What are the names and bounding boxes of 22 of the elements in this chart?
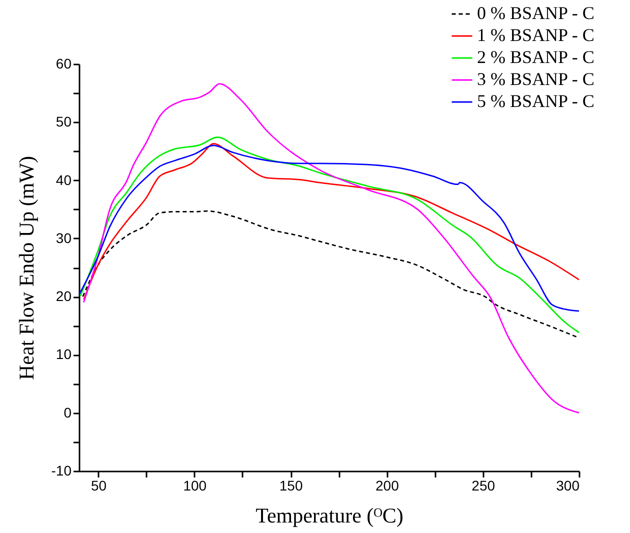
x-tick-label: 200 <box>376 478 400 494</box>
legend-label: 1 % BSANP - C <box>477 25 594 45</box>
x-axis-title: Temperature (ᴼC) <box>256 504 404 528</box>
x-tick-label: 250 <box>472 478 496 494</box>
y-tick-label: 50 <box>56 114 72 130</box>
x-tick-label: 100 <box>183 478 207 494</box>
legend-label: 0 % BSANP - C <box>477 3 594 23</box>
legend-label: 2 % BSANP - C <box>477 47 594 67</box>
x-tick-label: 300 <box>556 478 580 494</box>
y-tick-label: 60 <box>56 56 72 72</box>
y-tick-label: -10 <box>51 462 72 478</box>
y-tick-label: 20 <box>56 288 72 304</box>
y-tick-label: 10 <box>56 346 72 362</box>
x-tick-label: 150 <box>279 478 303 494</box>
x-tick-label: 50 <box>90 478 107 494</box>
legend-label: 3 % BSANP - C <box>477 69 594 89</box>
y-axis-title: Heat Flow Endo Up (mW) <box>14 156 38 380</box>
legend-label: 5 % BSANP - C <box>477 91 594 111</box>
y-tick-label: 40 <box>56 172 72 188</box>
y-tick-label: 0 <box>64 404 72 420</box>
y-tick-label: 30 <box>56 230 72 246</box>
line-series <box>80 136 580 334</box>
